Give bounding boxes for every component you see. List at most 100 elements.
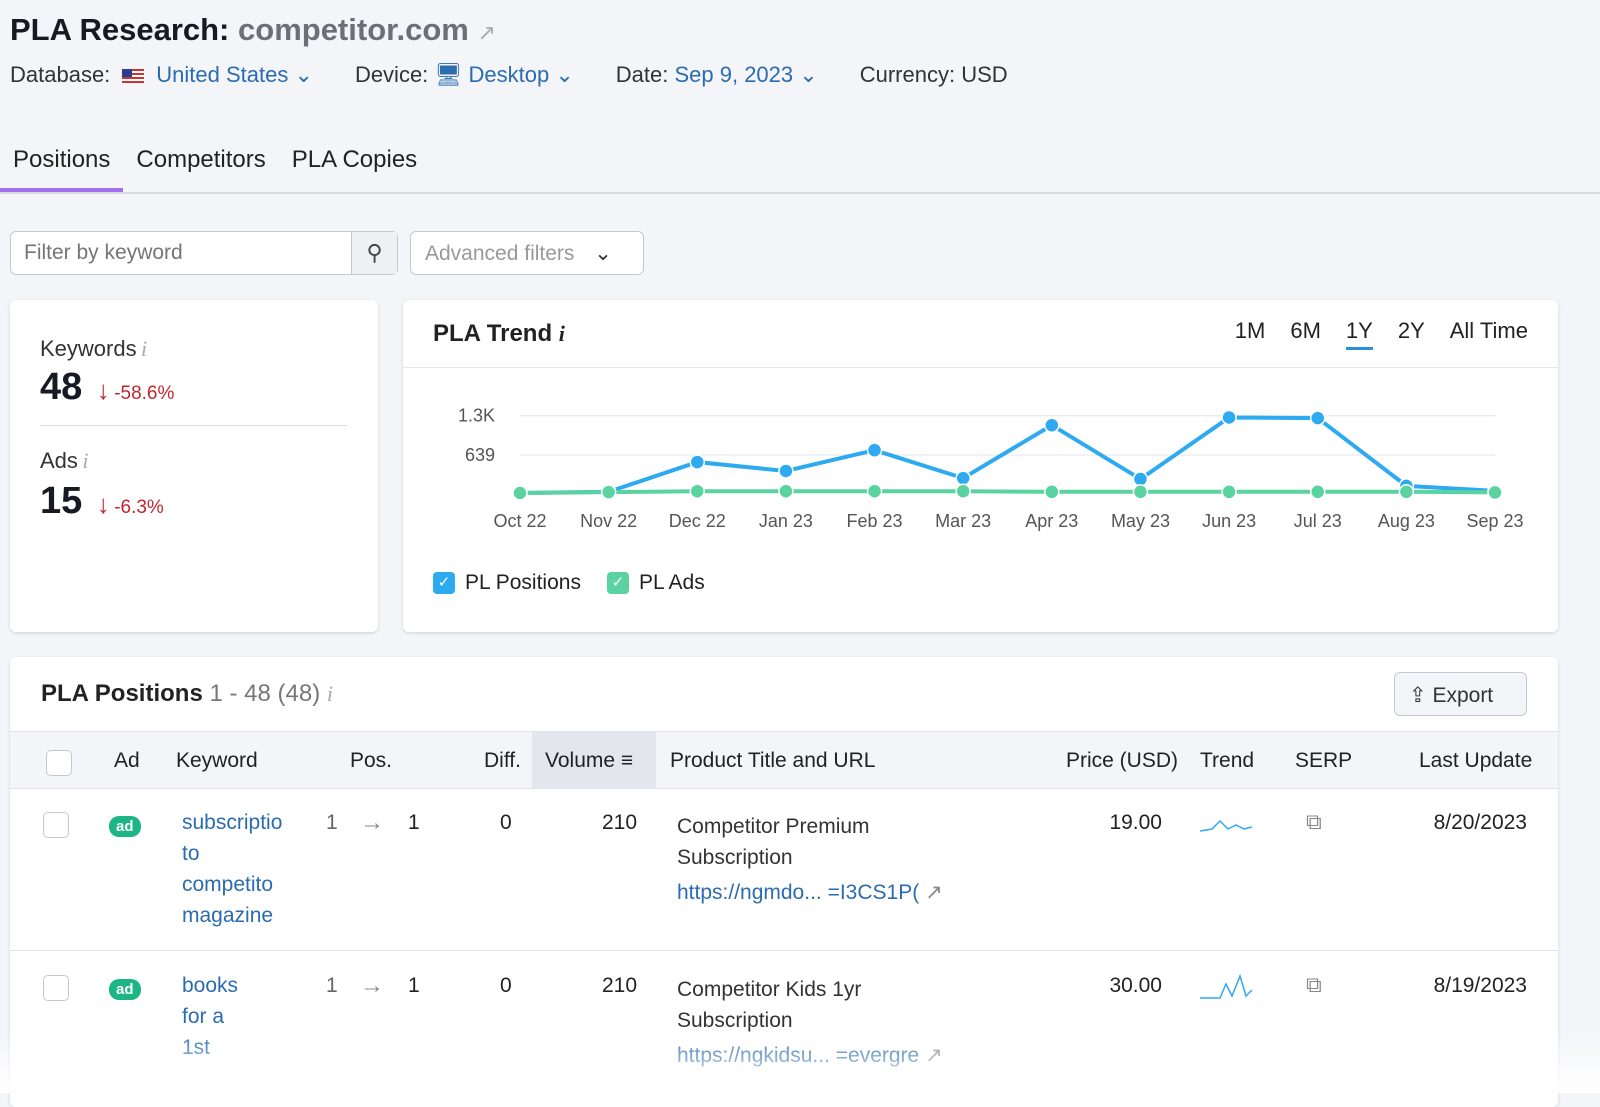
- filters-bar: Database: United States ⌄ Device: 🖥 Deskt…: [10, 62, 1008, 88]
- export-label: Export: [1432, 684, 1494, 707]
- data-point: [689, 483, 706, 499]
- x-tick-label: Sep 23: [1466, 511, 1523, 531]
- x-tick-label: Dec 22: [669, 511, 726, 531]
- col-trend[interactable]: Trend: [1200, 749, 1255, 772]
- external-link-icon[interactable]: ↗: [477, 20, 496, 45]
- keywords-label: Keywords: [40, 336, 137, 361]
- tab-pla-copies[interactable]: PLA Copies: [291, 146, 418, 173]
- info-icon[interactable]: i: [558, 321, 565, 346]
- col-last-update[interactable]: Last Update: [1419, 749, 1533, 772]
- domain-link[interactable]: competitor.com: [238, 12, 469, 47]
- data-point: [778, 483, 794, 499]
- legend-pl-positions[interactable]: ✓ PL Positions: [433, 571, 581, 595]
- device-selector[interactable]: Device: 🖥 Desktop ⌄: [355, 62, 574, 88]
- x-tick-label: Aug 23: [1378, 511, 1435, 531]
- x-tick-label: Jul 23: [1294, 511, 1342, 531]
- range-all-time[interactable]: All Time: [1449, 318, 1528, 343]
- external-link-icon[interactable]: ↗: [925, 881, 943, 904]
- data-point: [1132, 484, 1149, 500]
- keyword-line: competito: [182, 873, 274, 896]
- keyword-line: magazine: [182, 904, 274, 927]
- page-title: PLA Research: competitor.com ↗: [10, 12, 496, 48]
- currency-label: Currency:: [859, 62, 956, 87]
- range-6m[interactable]: 6M: [1290, 318, 1321, 343]
- last-update: 8/20/2023: [1433, 811, 1527, 834]
- info-icon[interactable]: i: [82, 448, 89, 473]
- desktop-icon: 🖥: [434, 62, 463, 87]
- chevron-down-icon: ⌄: [594, 242, 612, 265]
- pos-from: 1: [326, 811, 338, 834]
- database-selector[interactable]: Database: United States ⌄: [10, 62, 313, 88]
- data-point: [512, 485, 528, 501]
- positions-title: PLA Positions: [41, 680, 203, 707]
- col-product[interactable]: Product Title and URL: [670, 749, 876, 772]
- serp-icon[interactable]: ⧉: [1306, 972, 1322, 997]
- col-pos[interactable]: Pos.: [350, 749, 393, 772]
- data-point: [778, 463, 794, 479]
- col-keyword[interactable]: Keyword: [176, 749, 258, 772]
- info-icon[interactable]: i: [141, 336, 148, 361]
- col-ad[interactable]: Ad: [114, 749, 140, 772]
- keyword-link[interactable]: subscriptio to competito magazine: [182, 807, 290, 931]
- currency-value: USD: [961, 62, 1008, 87]
- range-1y[interactable]: 1Y: [1345, 318, 1373, 350]
- select-all-checkbox[interactable]: [46, 750, 72, 776]
- col-volume[interactable]: Volume ≡: [532, 732, 656, 789]
- chevron-down-icon: ⌄: [799, 62, 818, 87]
- title-label: PLA Research:: [10, 12, 230, 47]
- data-point: [1309, 484, 1326, 500]
- series-line-pl-positions: [519, 415, 1496, 495]
- row-checkbox[interactable]: [43, 975, 69, 1001]
- keyword-line: to: [182, 842, 200, 865]
- data-point: [689, 454, 706, 470]
- info-icon[interactable]: i: [326, 681, 333, 706]
- pos-to: 1: [408, 974, 420, 997]
- x-tick-label: Feb 23: [847, 511, 903, 531]
- volume-value: 210: [602, 974, 638, 997]
- product-title-line: Subscription: [677, 1009, 793, 1032]
- keyword-line: books: [182, 974, 239, 997]
- data-point: [866, 483, 883, 499]
- x-tick-label: Apr 23: [1025, 511, 1078, 531]
- upload-icon: ⇪: [1409, 684, 1427, 707]
- device-value: Desktop: [468, 62, 550, 87]
- us-flag-icon: [122, 69, 145, 84]
- data-point: [1487, 484, 1503, 501]
- keywords-value: 48: [40, 366, 83, 408]
- tab-competitors[interactable]: Competitors: [136, 146, 266, 173]
- ad-badge: ad: [109, 979, 141, 1000]
- last-update: 8/19/2023: [1433, 974, 1527, 997]
- chevron-down-icon: ⌄: [294, 62, 313, 87]
- diff-value: 0: [500, 974, 512, 997]
- col-diff[interactable]: Diff.: [484, 749, 521, 772]
- export-button[interactable]: ⇪ Export: [1394, 672, 1527, 716]
- x-tick-label: Jan 23: [759, 511, 813, 531]
- row-checkbox[interactable]: [43, 812, 69, 838]
- arrow-right-icon: →: [360, 809, 384, 836]
- date-selector[interactable]: Date: Sep 9, 2023 ⌄: [616, 62, 818, 88]
- product-title: Competitor Premium Subscription https://n…: [677, 811, 943, 908]
- data-point: [1221, 484, 1237, 500]
- range-1m[interactable]: 1M: [1234, 318, 1266, 343]
- checkbox-checked-icon: ✓: [606, 572, 629, 595]
- col-price[interactable]: Price (USD): [1066, 749, 1179, 772]
- tab-positions[interactable]: Positions: [0, 140, 124, 192]
- col-serp[interactable]: SERP: [1295, 749, 1353, 772]
- keyword-filter-input[interactable]: [11, 232, 351, 274]
- data-point: [600, 484, 617, 500]
- product-url[interactable]: https://ngmdo... =I3CS1P(: [677, 881, 920, 904]
- legend-pl-ads[interactable]: ✓ PL Ads: [606, 571, 705, 595]
- arrow-down-icon: ↓: [96, 375, 110, 405]
- chevron-down-icon: ⌄: [555, 62, 574, 87]
- trend-chart: 639 1.3K Oct 22 Nov 22 Dec 22 Jan 23 Feb 23 Mar…: [458, 406, 1524, 531]
- x-tick-label: Mar 23: [935, 511, 991, 531]
- search-button[interactable]: ⚲: [351, 232, 397, 274]
- tabs: Positions Competitors PLA Copies: [0, 140, 1600, 194]
- advanced-filters-button[interactable]: Advanced filters ⌄: [410, 231, 644, 275]
- range-2y[interactable]: 2Y: [1397, 318, 1425, 343]
- trend-sparkline: [1199, 807, 1254, 843]
- keyword-filter: ⚲: [10, 231, 398, 275]
- serp-icon[interactable]: ⧉: [1306, 809, 1322, 834]
- fade-overlay: [0, 1030, 1600, 1093]
- search-icon: ⚲: [366, 240, 383, 265]
